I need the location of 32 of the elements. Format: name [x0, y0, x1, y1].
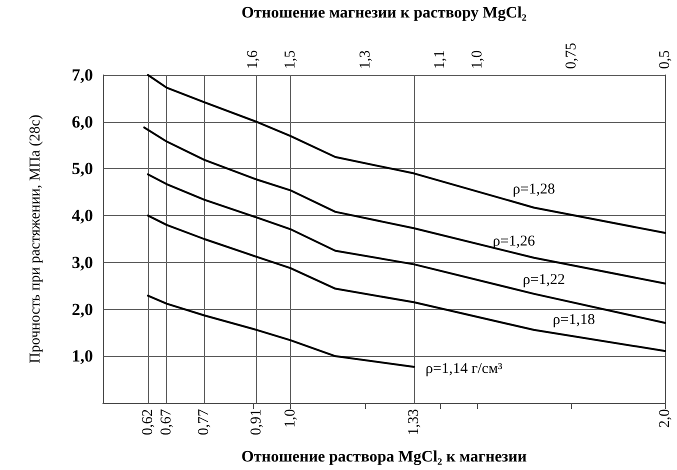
line-series [146, 294, 415, 368]
x-tick-label: 2,0 [657, 409, 673, 428]
series-label: ρ=1,14 г/см³ [426, 360, 503, 377]
x2-tick-label: 1,5 [282, 50, 298, 69]
x2-tick-label: 1,0 [470, 50, 486, 69]
x2-tick-label: 0,5 [657, 50, 673, 69]
y-tick-label: 5,0 [72, 159, 93, 178]
x2-tick-label: 0,75 [563, 42, 580, 69]
x2-tick-label: 1,1 [432, 50, 448, 69]
y-tick-label: 4,0 [72, 206, 93, 226]
x-tick-label: 0,62 [140, 409, 156, 436]
series-label: ρ=1,28 [512, 182, 555, 198]
series-label: ρ=1,18 [552, 312, 595, 328]
y-axis-title: Прочность при растяжении, МПа (28с) [28, 114, 44, 364]
x-tick-label: 1,33 [406, 409, 422, 436]
y-tick-label: 2,0 [72, 300, 93, 319]
y-tick-label: 7,0 [72, 66, 93, 84]
x2-axis-title: Отношение магнезии к раствору MgCl₂ [241, 4, 527, 22]
x-tick-label: 0,67 [158, 408, 175, 436]
x-axis-title: Отношение раствора MgCl₂ к магнезии [241, 448, 527, 466]
x-tick-label: 1,0 [282, 409, 298, 428]
y-tick-label: 6,0 [72, 112, 93, 132]
y-tick-label: 1,0 [72, 346, 93, 366]
x2-tick-label: 1,6 [244, 50, 261, 69]
series-label: ρ=1,22 [522, 272, 565, 288]
x-tick-label: 0,91 [248, 409, 265, 436]
line-series [146, 74, 666, 234]
x2-tick-label: 1,3 [357, 50, 374, 69]
x-tick-label: 0,77 [196, 408, 212, 436]
series-label: ρ=1,26 [492, 234, 536, 250]
y-tick-label: 3,0 [72, 252, 93, 272]
line-series [146, 214, 666, 352]
